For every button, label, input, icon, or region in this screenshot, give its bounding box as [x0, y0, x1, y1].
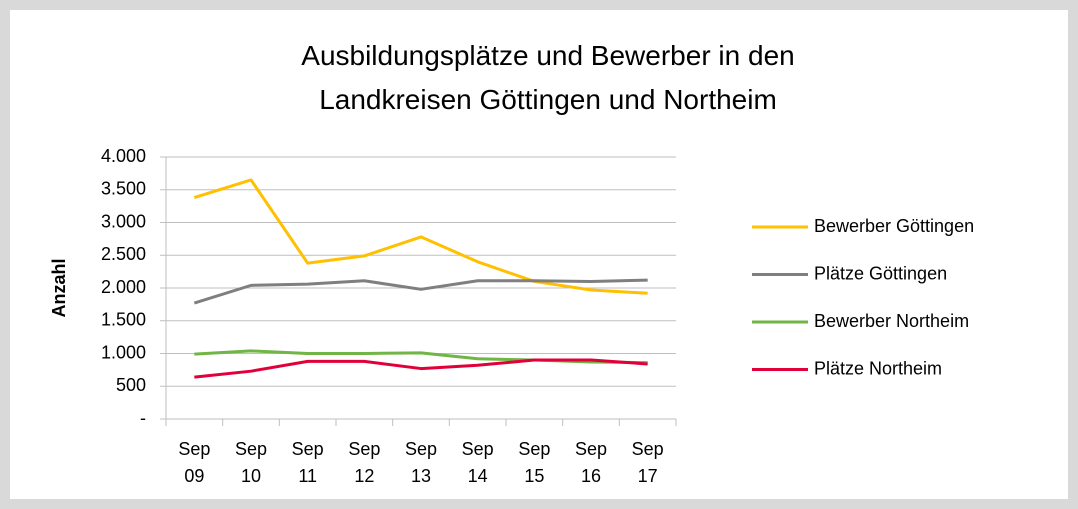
x-tick-label: Sep 16 [574, 439, 608, 486]
x-tick-label: Sep 14 [461, 439, 494, 486]
y-tick-label: 2.500 [101, 244, 146, 264]
legend-label: Bewerber Northeim [814, 311, 969, 331]
x-tick-label: Sep 17 [631, 439, 664, 486]
x-tick-label: Sep 12 [348, 439, 381, 486]
y-tick-label: 4.000 [101, 146, 146, 166]
y-tick-label: 500 [116, 375, 146, 395]
series-line [193, 278, 648, 305]
y-tick-label: 1.500 [101, 310, 146, 330]
legend-label: Plätze Göttingen [814, 263, 947, 283]
x-tick-label: Sep 15 [518, 439, 551, 486]
y-tick-label: 3.000 [101, 211, 146, 231]
y-tick-label: - [140, 408, 146, 428]
y-tick-label: 2.000 [101, 277, 146, 297]
y-tick-label: 1.000 [101, 342, 146, 362]
x-tick-label: Sep 09 [178, 439, 211, 486]
legend-label: Bewerber Göttingen [814, 216, 974, 236]
legend-label: Plätze Northeim [814, 358, 942, 378]
chart-panel [10, 10, 1068, 499]
y-tick-label: 3.500 [101, 179, 146, 199]
series-line [193, 178, 648, 295]
x-tick-label: Sep 10 [234, 439, 268, 486]
x-tick-label: Sep 13 [404, 439, 438, 486]
chart-title: Ausbildungsplätze und Bewerber in den La… [301, 40, 795, 115]
series-line [194, 358, 648, 379]
x-tick-label: Sep 11 [291, 439, 324, 486]
y-axis-label: Anzahl [49, 258, 69, 317]
